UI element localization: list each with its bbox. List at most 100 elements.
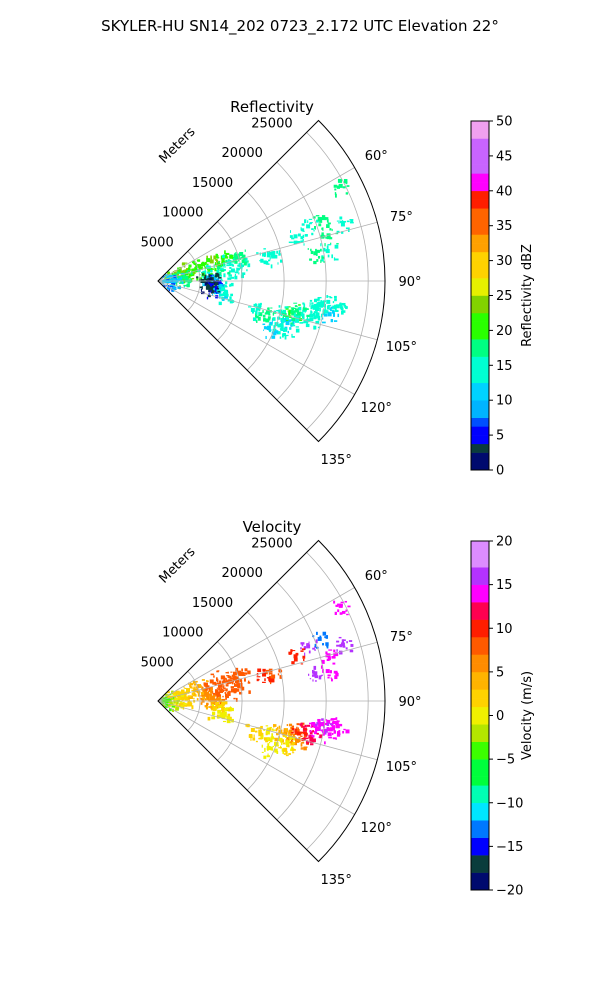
- data-cell-speckle: [202, 273, 204, 276]
- data-cell-speckle: [234, 260, 238, 264]
- data-cell-speckle: [332, 312, 336, 317]
- range-tick-label: 20000: [222, 566, 263, 581]
- data-cell-speckle: [303, 646, 306, 650]
- data-cell-speckle: [317, 315, 321, 320]
- data-cell-speckle: [219, 684, 223, 688]
- colorbar: −20 −15 −10 −5 0 5 10 15 20 Velocity (m/s): [470, 535, 535, 899]
- data-cell-speckle: [222, 686, 225, 689]
- data-cell-speckle: [330, 318, 334, 323]
- data-cell-speckle: [218, 711, 222, 713]
- data-cell-speckle: [228, 263, 233, 266]
- data-cell-speckle: [228, 274, 232, 277]
- data-cell-speckle: [182, 698, 185, 700]
- data-cell-speckle: [282, 739, 284, 743]
- data-cell-speckle: [217, 717, 220, 719]
- data-cell-speckle: [272, 328, 277, 333]
- data-cell-speckle: [212, 703, 217, 705]
- data-cell-speckle: [324, 636, 328, 639]
- data-cell: [232, 256, 237, 261]
- data-cell-speckle: [206, 691, 210, 695]
- data-cell-speckle: [327, 304, 332, 307]
- data-cell-speckle: [223, 268, 226, 272]
- data-cell-speckle: [300, 747, 305, 749]
- data-cell-speckle: [291, 731, 294, 734]
- data-cell-speckle: [228, 690, 231, 693]
- data-cell-speckle: [183, 686, 185, 689]
- data-cell-speckle: [322, 321, 326, 324]
- data-cell-speckle: [220, 714, 223, 718]
- azimuth-gridline: [157, 587, 355, 702]
- data-cell-speckle: [333, 730, 337, 734]
- colorbar-segment: [471, 461, 489, 471]
- data-cell-speckle: [226, 262, 228, 264]
- data-cell-speckle: [224, 693, 228, 698]
- data-cell-speckle: [327, 244, 332, 246]
- data-cell-speckle: [290, 649, 293, 653]
- data-cell-speckle: [224, 264, 226, 266]
- colorbar-segment: [471, 811, 489, 821]
- colorbar-segment: [471, 278, 489, 288]
- data-cell-speckle: [338, 222, 341, 224]
- data-cell-speckle: [313, 315, 317, 320]
- data-cell-speckle: [192, 693, 196, 696]
- data-cell-speckle: [304, 652, 306, 657]
- data-cell-speckle: [327, 656, 331, 661]
- data-cell-speckle: [331, 254, 334, 259]
- data-cell-speckle: [316, 249, 320, 253]
- data-cell-speckle: [207, 277, 209, 281]
- data-cell: [209, 286, 214, 291]
- data-cell: [210, 700, 215, 705]
- data-cell-speckle: [274, 724, 277, 727]
- data-cell-speckle: [327, 222, 331, 225]
- data-cell-speckle: [346, 613, 349, 616]
- azimuth-tick-label: 75°: [390, 210, 413, 225]
- data-cell: [314, 727, 319, 732]
- data-cell-speckle: [323, 313, 328, 317]
- data-cell-speckle: [225, 684, 229, 687]
- data-cell-speckle: [316, 722, 319, 725]
- data-cell-speckle: [314, 722, 316, 726]
- data-cell-speckle: [333, 184, 337, 188]
- data-cell-speckle: [175, 707, 179, 711]
- sector-frame: [157, 119, 386, 443]
- data-cell-speckle: [223, 264, 225, 267]
- data-cell-speckle: [217, 705, 220, 707]
- data-cell-speckle: [260, 725, 263, 729]
- data-cell-speckle: [298, 306, 302, 311]
- data-cell-speckle: [204, 261, 207, 265]
- data-cell-speckle: [266, 309, 270, 314]
- data-cell-speckle: [205, 706, 208, 710]
- data-cell-speckle: [291, 312, 295, 316]
- data-cell-speckle: [224, 295, 228, 299]
- data-cell-speckle: [269, 256, 271, 260]
- data-cell-speckle: [299, 312, 303, 315]
- data-cell-speckle: [202, 688, 206, 691]
- data-cell-speckle: [170, 285, 174, 288]
- data-cell-speckle: [255, 727, 257, 729]
- data-cell-speckle: [319, 220, 323, 223]
- data-cell-speckle: [280, 317, 283, 321]
- data-cell-speckle: [308, 641, 310, 646]
- data-cell-speckle: [320, 301, 324, 303]
- colorbar-segment: [471, 129, 489, 139]
- data-cell-speckle: [222, 680, 225, 683]
- data-cell-speckle: [215, 706, 218, 709]
- data-cell-speckle: [252, 737, 256, 741]
- data-cell-speckle: [206, 296, 209, 300]
- data-cell-speckle: [344, 306, 348, 308]
- data-cell-speckle: [230, 681, 234, 683]
- azimuth-gridline: [157, 700, 378, 761]
- data-cell-speckle: [216, 696, 219, 698]
- data-cell-speckle: [277, 726, 279, 730]
- data-cell-speckle: [300, 731, 304, 734]
- colorbar-segment: [471, 698, 489, 708]
- data-cell-speckle: [252, 317, 257, 322]
- data-cell-speckle: [216, 697, 219, 700]
- data-cell-speckle: [313, 229, 315, 232]
- data-cell-speckle: [309, 737, 312, 740]
- data-cell-speckle: [241, 259, 245, 264]
- data-cell-speckle: [246, 269, 248, 272]
- data-cell-speckle: [323, 261, 326, 263]
- data-cell-speckle: [281, 319, 285, 323]
- range-tick-label: 15000: [192, 596, 233, 611]
